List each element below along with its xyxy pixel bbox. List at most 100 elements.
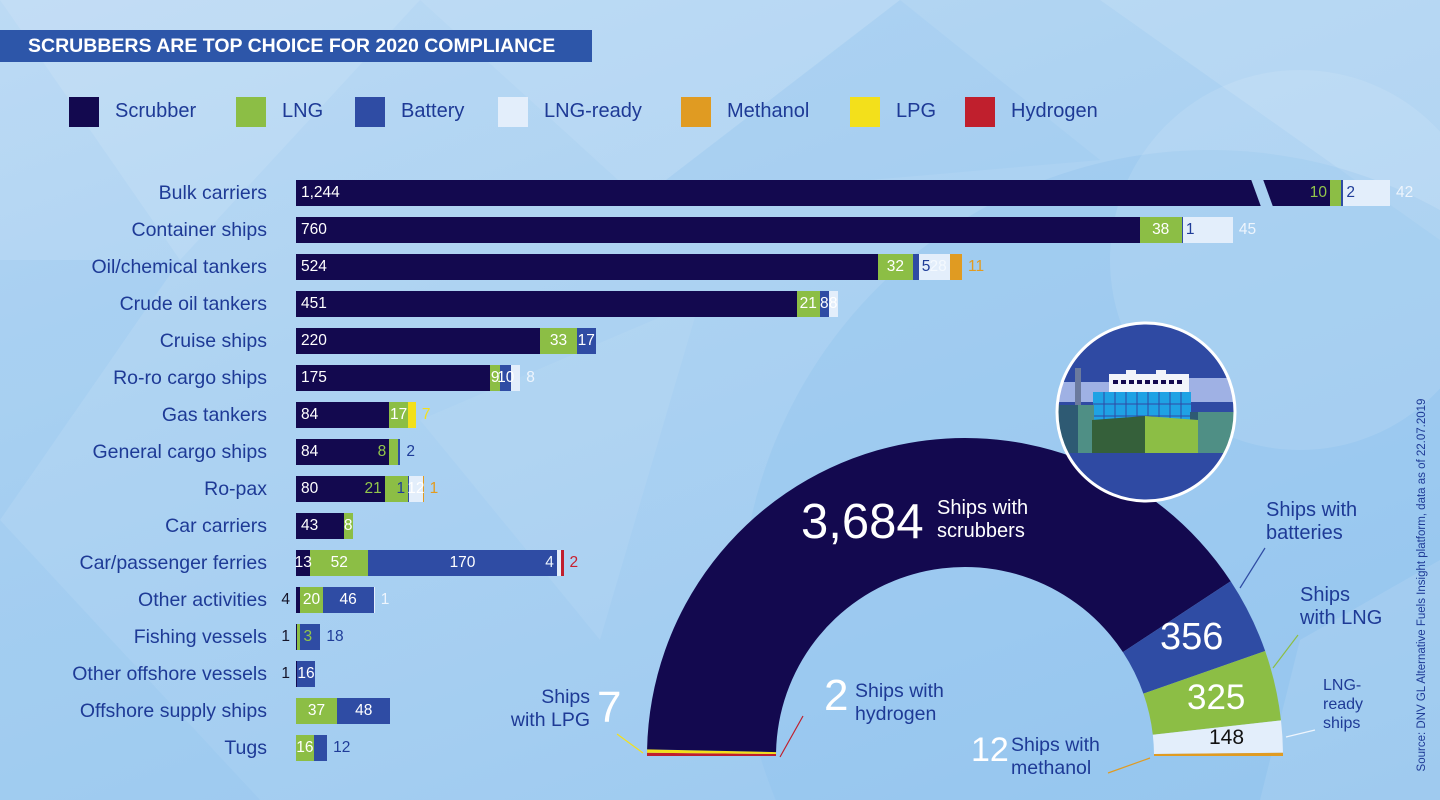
chart-title: SCRUBBERS ARE TOP CHOICE FOR 2020 COMPLI… xyxy=(28,35,556,57)
category-label: Car carriers xyxy=(165,515,267,537)
data-label-scrubber: 1 xyxy=(281,628,290,645)
leader-line-lng xyxy=(1272,634,1299,669)
data-label-lng: 37 xyxy=(307,702,326,719)
caption-line: Ships xyxy=(541,686,590,708)
caption-line: ships xyxy=(1323,715,1361,732)
donut-value-scrubbers: 3,684 xyxy=(801,495,924,549)
bar-segment-methanol xyxy=(422,476,424,502)
donut-caption-lng-ready: LNG- ready ships xyxy=(1323,676,1363,733)
title-banner: SCRUBBERS ARE TOP CHOICE FOR 2020 COMPLI… xyxy=(0,30,592,62)
caption-line: Ships with xyxy=(1011,734,1100,756)
data-label-battery: 5 xyxy=(921,258,931,275)
data-label-battery: 12 xyxy=(333,739,351,756)
donut-caption-methanol: Ships with methanol xyxy=(1011,734,1100,780)
data-label-battery: 10 xyxy=(497,369,515,386)
data-label-scrubber: 84 xyxy=(301,406,319,423)
caption-line: Ships with xyxy=(855,680,944,702)
donut-slice-battery xyxy=(1122,581,1266,694)
donut-value-hydrogen: 2 xyxy=(824,671,849,720)
category-label: Gas tankers xyxy=(161,404,267,426)
donut-slice-lng-ready xyxy=(1152,720,1283,755)
caption-line: Ships xyxy=(1300,584,1351,606)
bar-segment-scrubber xyxy=(296,661,298,687)
data-label-lng-ready: 12 xyxy=(407,480,425,497)
data-label-scrubber: 524 xyxy=(301,258,327,275)
data-label-lng: 38 xyxy=(1152,221,1170,238)
legend-swatch-hydrogen xyxy=(965,97,995,127)
bar-segment-scrubber xyxy=(296,513,344,539)
legend-swatch-lng-ready xyxy=(498,97,528,127)
data-label-scrubber: 4 xyxy=(281,591,290,608)
legend-swatch-lpg xyxy=(850,97,880,127)
ship-illustration-border xyxy=(1055,321,1237,503)
bar-segment-lng xyxy=(877,254,914,280)
caption-line: hydrogen xyxy=(855,703,937,725)
bar-segment-scrubber xyxy=(296,254,878,280)
bar-segment-battery xyxy=(1341,180,1344,206)
data-label-hydrogen: 2 xyxy=(569,554,579,571)
category-label: Ro-pax xyxy=(204,478,267,500)
data-label-lng: 8 xyxy=(377,443,387,460)
bar-segment-hydrogen xyxy=(561,550,564,576)
bar-segment-battery xyxy=(398,439,401,465)
legend-swatch-scrubber xyxy=(69,97,99,127)
data-label-battery: 1 xyxy=(396,480,406,497)
caption-line: ready xyxy=(1323,696,1364,713)
data-label-scrubber: 451 xyxy=(301,295,327,312)
bar-segment-lng-ready xyxy=(409,476,423,502)
donut-caption-scrubbers: Ships with scrubbers xyxy=(937,497,1028,543)
caption-line: LNG- xyxy=(1323,677,1362,694)
donut-value-lng-ready: 148 xyxy=(1209,726,1245,749)
data-label-lng-ready: 1 xyxy=(380,591,390,608)
bar-segment-lng xyxy=(384,476,409,502)
data-label-methanol: 1 xyxy=(429,480,439,497)
data-label-battery: 2 xyxy=(1346,184,1355,201)
bar-segment-lng xyxy=(796,291,820,317)
category-label: Bulk carriers xyxy=(158,182,267,204)
bar-segment-battery xyxy=(576,328,596,354)
legend-label: Methanol xyxy=(727,100,810,122)
bar-segment-battery xyxy=(1181,217,1183,243)
data-label-scrubber: 760 xyxy=(301,221,327,238)
legend-swatch-battery xyxy=(355,97,385,127)
data-label-battery: 18 xyxy=(326,628,344,645)
data-label-lng-ready: 28 xyxy=(929,258,947,275)
bar-segment-lng-ready xyxy=(828,291,838,317)
bar-segment-battery xyxy=(368,550,557,576)
ship-illustration xyxy=(1058,324,1234,500)
category-label: Other activities xyxy=(138,589,267,611)
data-label-lng-ready: 45 xyxy=(1238,221,1257,238)
caption-line: with LPG xyxy=(510,709,590,731)
category-label: Other offshore vessels xyxy=(72,663,267,685)
data-label-lng: 8 xyxy=(343,517,353,534)
data-label-lng: 21 xyxy=(364,480,382,497)
bar-segment-battery xyxy=(300,624,321,650)
bar-segment-battery xyxy=(297,661,315,687)
bar-segment-scrubber xyxy=(296,439,390,465)
bar-segment-scrubber xyxy=(296,328,541,354)
data-label-scrubber: 220 xyxy=(301,332,327,349)
data-label-lng: 9 xyxy=(490,369,500,386)
bar-segment-scrubber xyxy=(296,217,1140,243)
bar-segment-battery xyxy=(500,365,512,391)
donut-slice-scrubber xyxy=(647,437,1231,753)
data-label-lng-ready: 8 xyxy=(828,295,838,312)
bar-segment-battery xyxy=(408,476,410,502)
data-label-lng: 21 xyxy=(799,295,817,312)
caption-line: Ships with xyxy=(937,497,1029,519)
bar-segment-methanol xyxy=(949,254,962,280)
bar-segment-lng xyxy=(343,513,353,539)
bar-segment-lng-ready xyxy=(1343,180,1390,206)
donut-caption-batteries: Ships with batteries xyxy=(1266,499,1357,545)
data-label-lng: 17 xyxy=(390,406,408,423)
data-label-battery: 2 xyxy=(406,443,415,460)
legend-label: Scrubber xyxy=(115,100,197,122)
data-label-lng-ready: 42 xyxy=(1396,184,1414,201)
data-label-lng: 33 xyxy=(549,332,568,349)
donut-slice-lng xyxy=(1143,651,1281,735)
bar-segment-lng xyxy=(296,735,314,761)
data-label-battery: 48 xyxy=(355,702,373,719)
caption-line: batteries xyxy=(1266,522,1343,544)
leader-line-lpg xyxy=(616,733,644,754)
